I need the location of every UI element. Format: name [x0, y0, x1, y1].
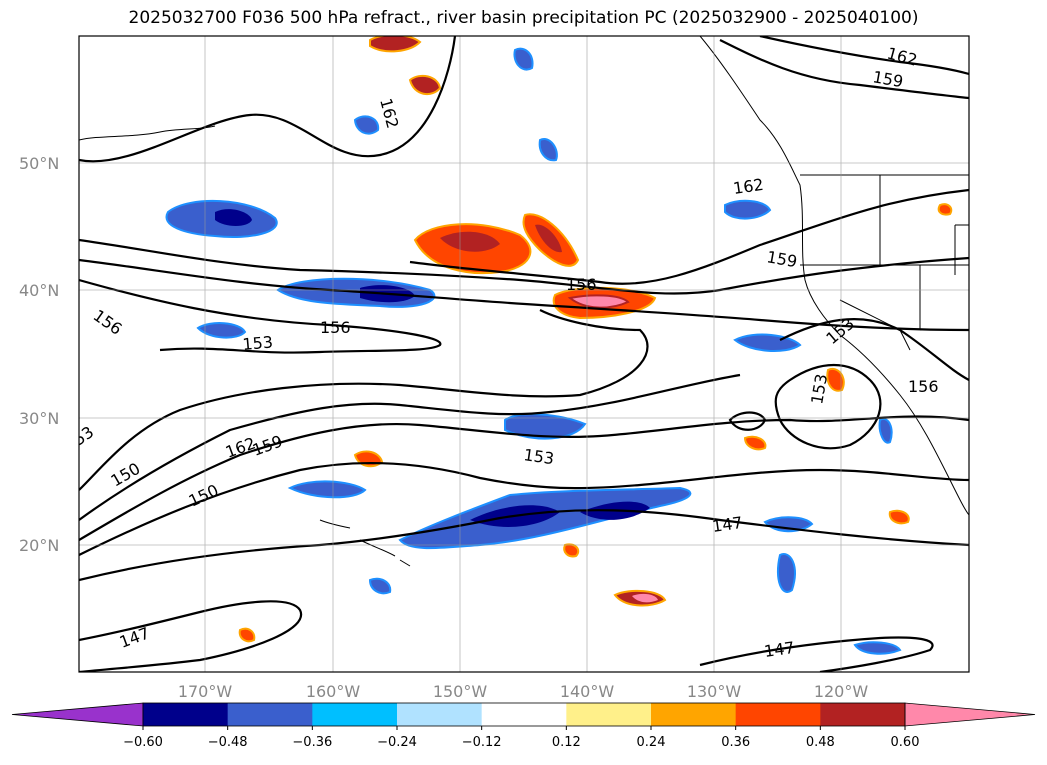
- colorbar-cell: [820, 703, 906, 726]
- lon-tick-label: 130°W: [687, 682, 742, 701]
- contour-label: 153: [522, 445, 555, 468]
- contour-label: 153: [242, 332, 274, 354]
- colorbar: −0.60 −0.48 −0.36 −0.24 −0.12 0.12 0.24 0.36 0.4…: [11, 702, 1036, 750]
- contour-label: 147: [711, 513, 744, 536]
- graticule: [79, 36, 969, 672]
- lon-tick-labels: 170°W 160°W 150°W 140°W 130°W 120°W: [178, 682, 869, 701]
- map-area: 162 159 162 159 156 156 153 156 153 162 …: [79, 36, 969, 672]
- colorbar-extend-high: [904, 702, 1036, 727]
- contour-label: 156: [566, 275, 597, 294]
- colorbar-tick-label: −0.36: [292, 735, 332, 750]
- contour-label: 156: [320, 318, 351, 337]
- lat-tick-labels: 50°N 40°N 30°N 20°N: [19, 154, 59, 555]
- colorbar-cell: [735, 703, 821, 726]
- colorbar-tick-label: −0.48: [208, 735, 248, 750]
- colorbar-tick-label: −0.24: [377, 735, 417, 750]
- colorbar-tick-label: −0.12: [462, 735, 502, 750]
- colorbar-extend-low: [11, 702, 144, 727]
- colorbar-cell: [481, 703, 567, 726]
- colorbar-tick-label: 0.60: [891, 735, 920, 750]
- positive-anomaly-regions: [238, 36, 953, 643]
- colorbar-outline: [142, 702, 906, 727]
- lat-tick-label: 40°N: [19, 281, 59, 300]
- colorbar-cell: [651, 703, 737, 726]
- colorbar-cell: [397, 703, 483, 726]
- colorbar-cell: [312, 703, 398, 726]
- colorbar-cell: [227, 703, 313, 726]
- lon-tick-label: 140°W: [560, 682, 615, 701]
- coastlines: [79, 36, 969, 567]
- colorbar-cell: [143, 703, 229, 726]
- colorbar-tick-label: −0.60: [123, 735, 163, 750]
- contour-label: 147: [763, 638, 796, 661]
- contour-label: 162: [732, 175, 765, 198]
- colorbar-cell: [566, 703, 652, 726]
- lat-tick-label: 50°N: [19, 154, 59, 173]
- lon-tick-label: 120°W: [814, 682, 869, 701]
- lon-tick-label: 150°W: [433, 682, 488, 701]
- lon-tick-label: 170°W: [178, 682, 233, 701]
- lat-tick-label: 30°N: [19, 409, 59, 428]
- lon-tick-label: 160°W: [306, 682, 361, 701]
- chart-title: 2025032700 F036 500 hPa refract., river …: [128, 8, 919, 28]
- negative-anomaly-regions: [165, 47, 902, 655]
- colorbar-tick-label: 0.48: [806, 735, 835, 750]
- colorbar-tick-label: 0.36: [721, 735, 750, 750]
- lat-tick-label: 20°N: [19, 536, 59, 555]
- map-frame: [78, 35, 970, 673]
- colorbar-tick-label: 0.24: [637, 735, 666, 750]
- contour-label: 156: [908, 377, 939, 396]
- colorbar-tick-label: 0.12: [552, 735, 581, 750]
